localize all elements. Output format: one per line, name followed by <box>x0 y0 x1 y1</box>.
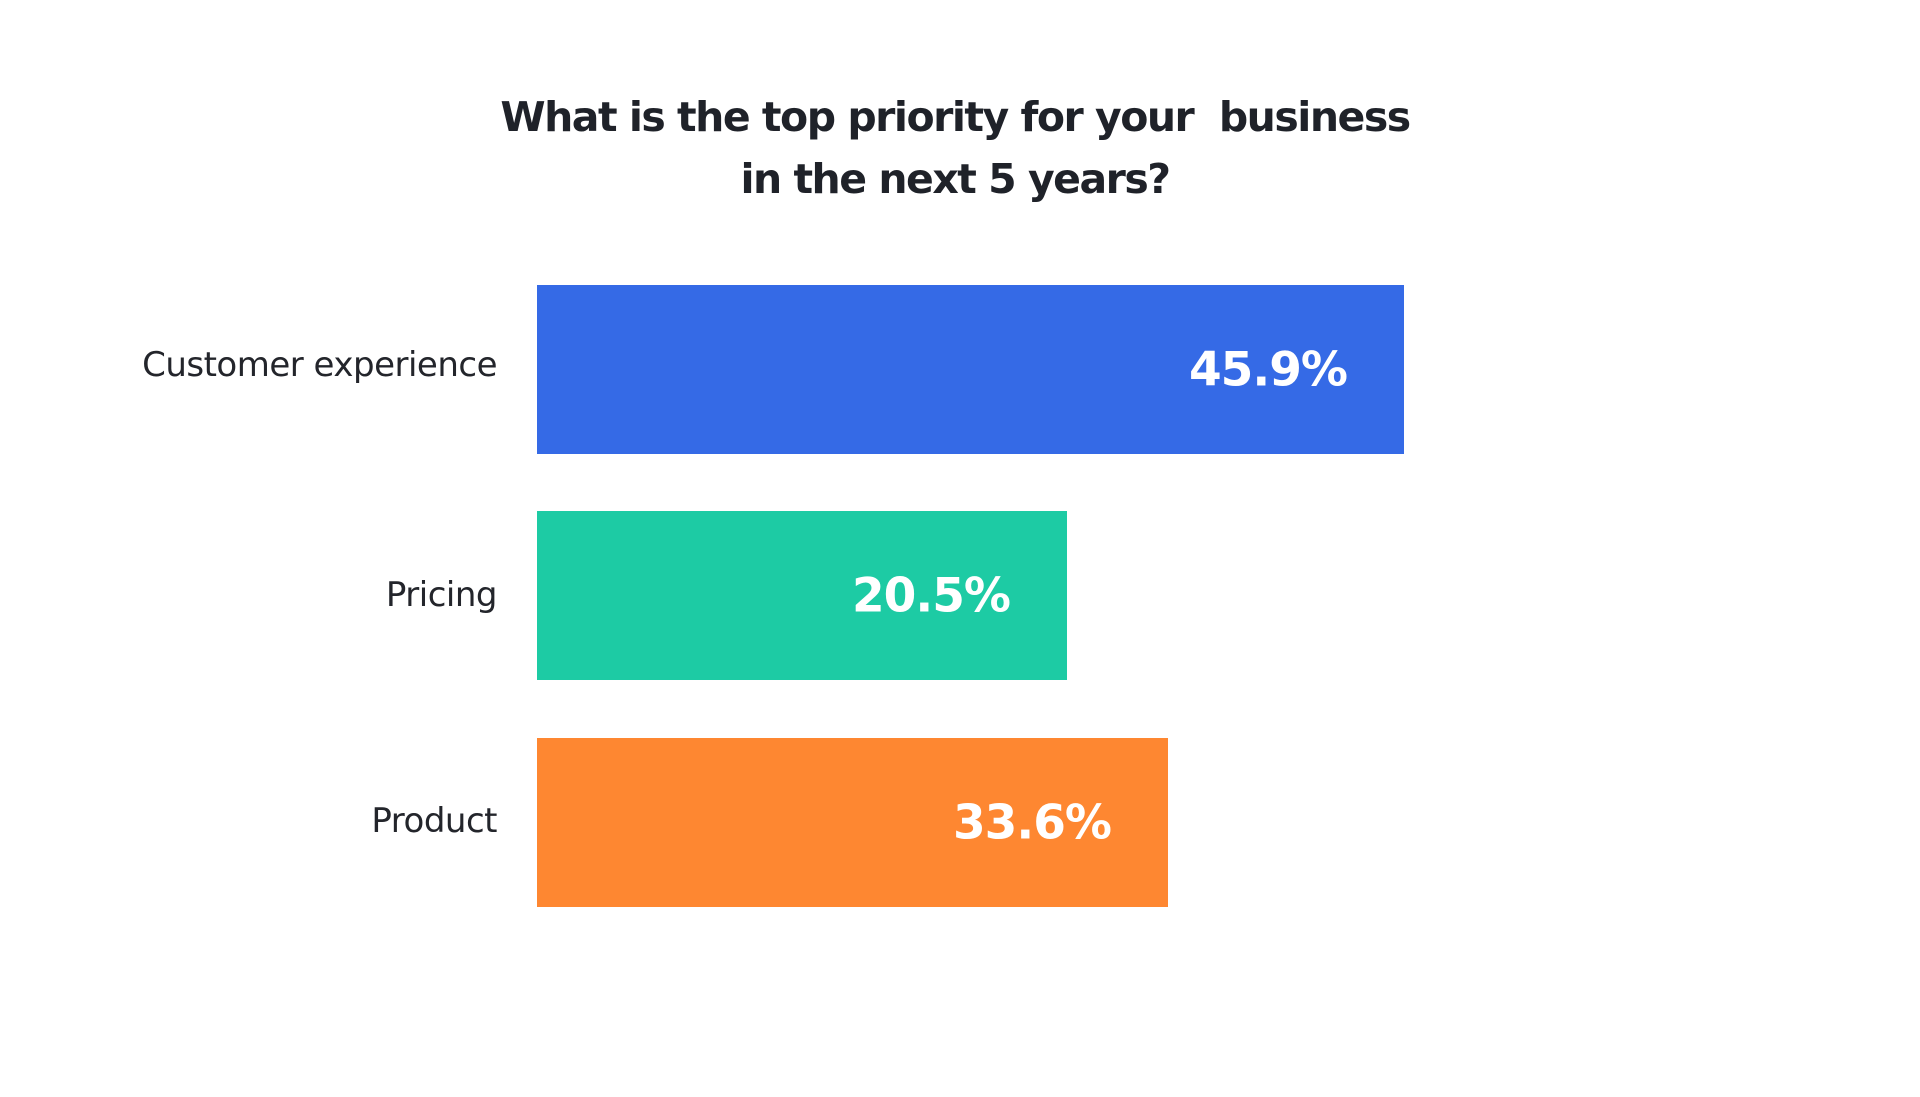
chart-title-line-1: What is the top priority for your busine… <box>500 93 1411 141</box>
chart-title-line-2: in the next 5 years? <box>740 155 1171 203</box>
category-label-customer-experience: Customer experience <box>142 345 497 385</box>
bar-customer-experience: 45.9% <box>537 285 1404 454</box>
bar-value-label: 45.9% <box>1188 342 1348 397</box>
bar-product: 33.6% <box>537 738 1168 907</box>
category-label-product: Product <box>371 801 497 841</box>
chart-title: What is the top priority for your busine… <box>0 86 1910 210</box>
category-label-pricing: Pricing <box>385 575 498 615</box>
bar-value-label: 20.5% <box>851 568 1011 623</box>
bar-pricing: 20.5% <box>537 511 1067 680</box>
bar-value-label: 33.6% <box>952 795 1112 850</box>
